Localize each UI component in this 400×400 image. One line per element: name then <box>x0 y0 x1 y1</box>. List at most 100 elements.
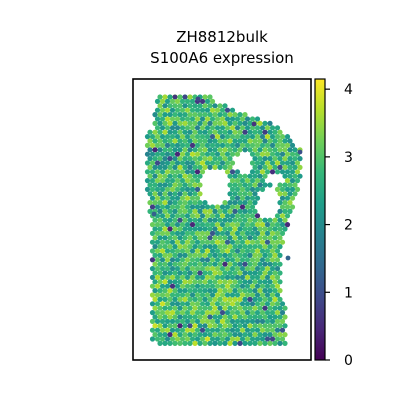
expression-spot <box>202 156 208 162</box>
expression-spot <box>237 182 243 188</box>
expression-spot <box>289 169 296 175</box>
expression-spot <box>187 332 193 338</box>
expression-spot <box>242 235 248 241</box>
expression-spot <box>219 116 226 122</box>
expression-spot <box>229 134 236 140</box>
expression-spot <box>182 217 188 223</box>
expression-spot <box>219 318 226 324</box>
expression-spot <box>269 318 276 324</box>
title-line-1: ZH8812bulk <box>176 28 268 46</box>
expression-spot <box>224 230 231 236</box>
expression-spot <box>242 332 248 338</box>
expression-spot <box>202 226 208 232</box>
expression-spot <box>164 310 171 316</box>
expression-spot <box>202 94 208 100</box>
expression-spot <box>254 186 261 192</box>
expression-spot <box>214 283 221 289</box>
expression-spot <box>287 191 293 197</box>
expression-spot <box>179 248 186 254</box>
expression-spot <box>184 292 191 298</box>
expression-spot <box>254 151 261 157</box>
expression-spot <box>152 120 158 126</box>
expression-spot <box>264 248 271 254</box>
expression-spot <box>182 103 188 109</box>
expression-spot <box>274 310 281 316</box>
expression-spot <box>232 279 238 285</box>
expression-spot <box>189 318 196 324</box>
expression-spot <box>212 279 218 285</box>
expression-spot <box>154 283 161 289</box>
expression-spot <box>164 151 171 157</box>
expression-spot <box>282 217 288 223</box>
expression-spot <box>159 274 166 280</box>
expression-spot <box>242 279 248 285</box>
expression-spot <box>214 107 221 113</box>
expression-spot <box>224 266 231 272</box>
expression-spot <box>292 164 298 170</box>
expression-spot <box>222 340 228 346</box>
expression-spot <box>182 261 188 267</box>
expression-spot <box>282 138 288 144</box>
expression-spot <box>194 239 201 245</box>
expression-spot <box>229 195 236 201</box>
expression-spot <box>182 340 188 346</box>
expression-spot <box>252 182 258 188</box>
expression-spot <box>267 305 273 311</box>
expression-spot <box>197 296 203 302</box>
expression-spot <box>147 173 153 179</box>
expression-spot <box>217 340 223 346</box>
expression-spot <box>269 169 276 175</box>
expression-spot <box>199 125 206 131</box>
expression-spot <box>162 200 168 206</box>
expression-spot <box>204 283 211 289</box>
expression-spot <box>242 147 248 153</box>
expression-spot <box>279 169 286 175</box>
expression-spot <box>227 112 233 118</box>
expression-spot <box>249 292 256 298</box>
expression-spot <box>147 191 153 197</box>
expression-spot <box>222 296 228 302</box>
expression-spot <box>169 239 176 245</box>
expression-spot <box>162 129 168 135</box>
expression-spot <box>252 173 258 179</box>
expression-spot <box>149 160 156 166</box>
expression-spot <box>224 239 231 245</box>
expression-spot <box>197 261 203 267</box>
expression-spot <box>177 261 183 267</box>
expression-spot <box>187 129 193 135</box>
expression-spot <box>204 336 211 342</box>
expression-spot <box>214 292 221 298</box>
expression-spot <box>162 314 168 320</box>
expression-spot <box>287 138 293 144</box>
expression-spot <box>182 235 188 241</box>
expression-spot <box>267 120 273 126</box>
expression-spot <box>274 151 281 157</box>
expression-spot <box>242 112 248 118</box>
expression-spot <box>229 248 236 254</box>
expression-spot <box>162 279 168 285</box>
expression-spot <box>234 134 241 140</box>
expression-spot <box>197 103 203 109</box>
expression-spot <box>169 274 176 280</box>
expression-spot <box>167 156 173 162</box>
expression-spot <box>202 120 208 126</box>
expression-spot <box>152 129 158 135</box>
expression-spot <box>167 191 173 197</box>
expression-spot <box>212 270 218 276</box>
expression-spot <box>174 195 181 201</box>
expression-spot <box>199 160 206 166</box>
expression-spot <box>237 332 243 338</box>
expression-spot <box>242 129 248 135</box>
expression-spot <box>247 173 253 179</box>
expression-spot <box>207 164 213 170</box>
expression-spot <box>194 274 201 280</box>
expression-spot <box>287 182 293 188</box>
expression-spot <box>194 310 201 316</box>
expression-spot <box>162 156 168 162</box>
expression-spot <box>217 252 223 258</box>
expression-spot <box>149 134 156 140</box>
expression-spot <box>214 151 221 157</box>
expression-spot <box>219 107 226 113</box>
expression-spot <box>219 222 226 228</box>
expression-spot <box>212 314 218 320</box>
